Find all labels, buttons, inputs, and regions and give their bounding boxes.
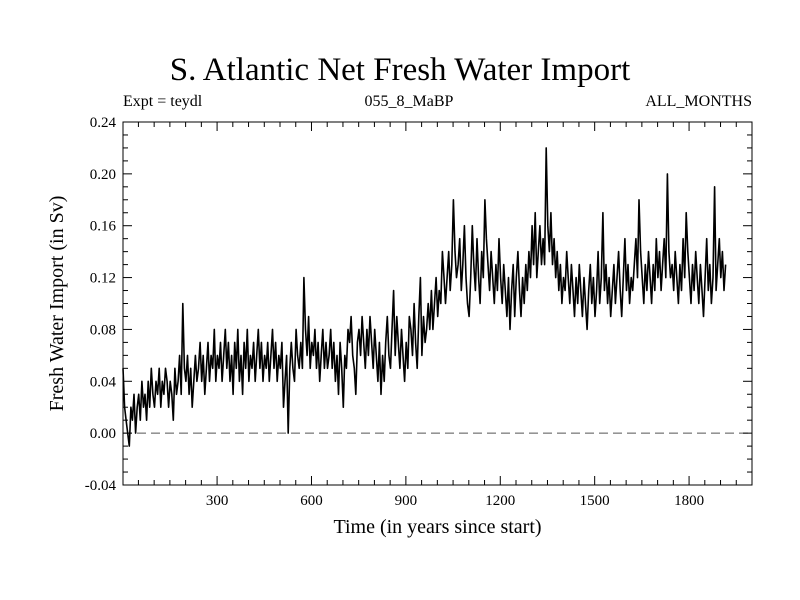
- x-tick-label: 600: [300, 493, 323, 509]
- x-tick-label: 1800: [674, 493, 704, 509]
- y-tick-label: 0.08: [90, 322, 116, 338]
- plot-frame: [122, 121, 753, 486]
- x-tick-label: 900: [395, 493, 418, 509]
- y-tick-label: 0.04: [90, 374, 117, 390]
- x-tick-label: 1500: [580, 493, 610, 509]
- period-label: 055_8_MaBP: [364, 93, 454, 110]
- x-tick-label: 300: [206, 493, 229, 509]
- experiment-label: Expt = teydl: [123, 93, 203, 110]
- y-tick-label: 0.16: [90, 219, 117, 235]
- series-line-0: [122, 147, 727, 447]
- y-tick-label: 0.00: [90, 426, 116, 442]
- y-tick-label: 0.24: [90, 115, 117, 131]
- months-label: ALL_MONTHS: [645, 93, 752, 110]
- y-axis-label: Fresh Water Import (in Sv): [46, 196, 68, 412]
- y-tick-label: 0.12: [90, 271, 116, 287]
- y-tick-label: -0.04: [85, 478, 117, 494]
- x-axis-label: Time (in years since start): [333, 516, 541, 538]
- y-tick-label: 0.20: [90, 167, 116, 183]
- chart-title: S. Atlantic Net Fresh Water Import: [169, 52, 631, 88]
- x-tick-label: 1200: [485, 493, 515, 509]
